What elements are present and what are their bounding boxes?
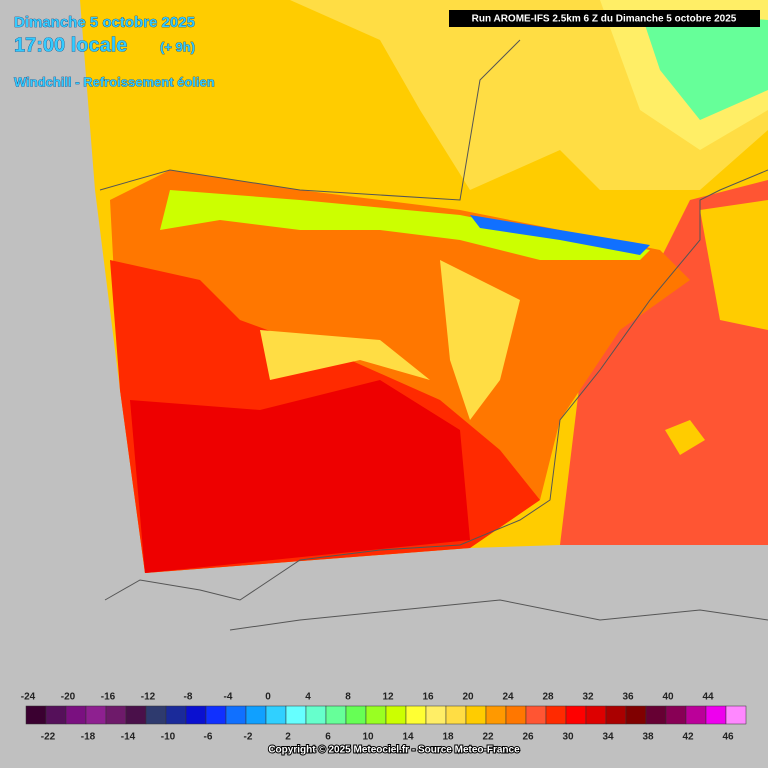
color-swatch <box>245 705 267 725</box>
coastline <box>229 599 768 631</box>
area-pyrenees <box>160 190 650 260</box>
color-swatch <box>485 705 507 725</box>
scale-label: 18 <box>442 732 454 743</box>
color-swatch <box>285 705 307 725</box>
color-swatch <box>665 705 687 725</box>
area-gulf <box>700 200 768 330</box>
scale-label: -4 <box>224 692 233 703</box>
scale-label: -22 <box>41 732 56 743</box>
color-swatch <box>725 705 747 725</box>
scale-label: 38 <box>642 732 654 743</box>
color-swatch <box>365 705 387 725</box>
color-swatch <box>445 705 467 725</box>
scale-label: -24 <box>21 692 36 703</box>
scale-label: -6 <box>204 732 213 743</box>
color-swatch <box>65 705 87 725</box>
scale-label: 0 <box>265 692 271 703</box>
color-swatch <box>565 705 587 725</box>
color-swatch <box>545 705 567 725</box>
color-swatch <box>705 705 727 725</box>
color-swatch <box>605 705 627 725</box>
scale-label: 2 <box>285 732 291 743</box>
scale-label: 32 <box>582 692 594 703</box>
scale-label: -8 <box>184 692 193 703</box>
scale-label: 4 <box>305 692 311 703</box>
scale-label: -16 <box>101 692 116 703</box>
color-swatch <box>185 705 207 725</box>
color-swatch <box>385 705 407 725</box>
color-swatch <box>85 705 107 725</box>
color-swatch <box>645 705 667 725</box>
color-swatch <box>25 705 47 725</box>
scale-label: 24 <box>502 692 514 703</box>
color-swatch <box>685 705 707 725</box>
color-swatch <box>305 705 327 725</box>
color-swatch <box>225 705 247 725</box>
parameter: Windchill - Refroissement éolien <box>14 74 215 89</box>
color-swatch <box>425 705 447 725</box>
coastline <box>104 169 768 601</box>
color-swatch <box>625 705 647 725</box>
scale-label: 8 <box>345 692 351 703</box>
run-box <box>449 10 760 27</box>
color-swatch <box>525 705 547 725</box>
color-swatch <box>505 705 527 725</box>
area-mallorca <box>665 420 705 455</box>
area-south <box>130 380 470 573</box>
coastlines <box>99 39 768 631</box>
color-swatch <box>345 705 367 725</box>
run-info: Run AROME-IFS 2.5km 6 Z du Dimanche 5 oc… <box>472 14 737 25</box>
scale-label: -10 <box>161 732 176 743</box>
map-field <box>80 0 768 573</box>
area-iberian <box>440 260 520 420</box>
legend: -24-22-20-18-16-14-12-10-8-6-4-202468101… <box>21 692 747 743</box>
color-swatch <box>325 705 347 725</box>
time: 17:00 locale <box>14 34 127 56</box>
scale-label: 40 <box>662 692 674 703</box>
color-swatch <box>465 705 487 725</box>
copyright: Copyright © 2025 Meteociel.fr - Source M… <box>268 745 520 756</box>
area-central <box>260 330 430 380</box>
scale-label: 16 <box>422 692 434 703</box>
scale-label: 34 <box>602 732 614 743</box>
scale-label: -18 <box>81 732 96 743</box>
scale-label: 36 <box>622 692 634 703</box>
color-swatch <box>585 705 607 725</box>
scale-label: 6 <box>325 732 331 743</box>
scale-label: -2 <box>244 732 253 743</box>
offset: (+ 9h) <box>160 39 195 54</box>
color-swatch <box>145 705 167 725</box>
scale-label: -14 <box>121 732 136 743</box>
scale-label: 14 <box>402 732 414 743</box>
color-swatch <box>45 705 67 725</box>
scale-label: 46 <box>722 732 734 743</box>
scale-label: 22 <box>482 732 494 743</box>
color-swatch <box>205 705 227 725</box>
scale-label: 10 <box>362 732 374 743</box>
area-pyrenees-cold <box>470 215 650 255</box>
coastline <box>99 39 521 201</box>
color-swatch <box>165 705 187 725</box>
color-swatch <box>105 705 127 725</box>
scale-label: 28 <box>542 692 554 703</box>
date: Dimanche 5 octobre 2025 <box>14 14 195 31</box>
scale-label: 30 <box>562 732 574 743</box>
area-alps-green <box>640 10 768 120</box>
scale-label: 44 <box>702 692 714 703</box>
color-swatch <box>405 705 427 725</box>
scale-label: 42 <box>682 732 694 743</box>
scale-label: 26 <box>522 732 534 743</box>
scale-label: 12 <box>382 692 394 703</box>
scale-label: 20 <box>462 692 474 703</box>
color-swatch <box>265 705 287 725</box>
scale-label: -12 <box>141 692 156 703</box>
color-swatch <box>125 705 147 725</box>
scale-label: -20 <box>61 692 76 703</box>
